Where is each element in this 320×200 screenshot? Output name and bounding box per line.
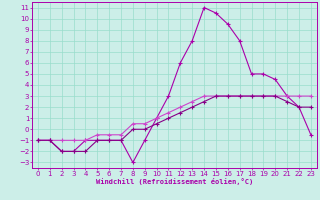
- X-axis label: Windchill (Refroidissement éolien,°C): Windchill (Refroidissement éolien,°C): [96, 178, 253, 185]
